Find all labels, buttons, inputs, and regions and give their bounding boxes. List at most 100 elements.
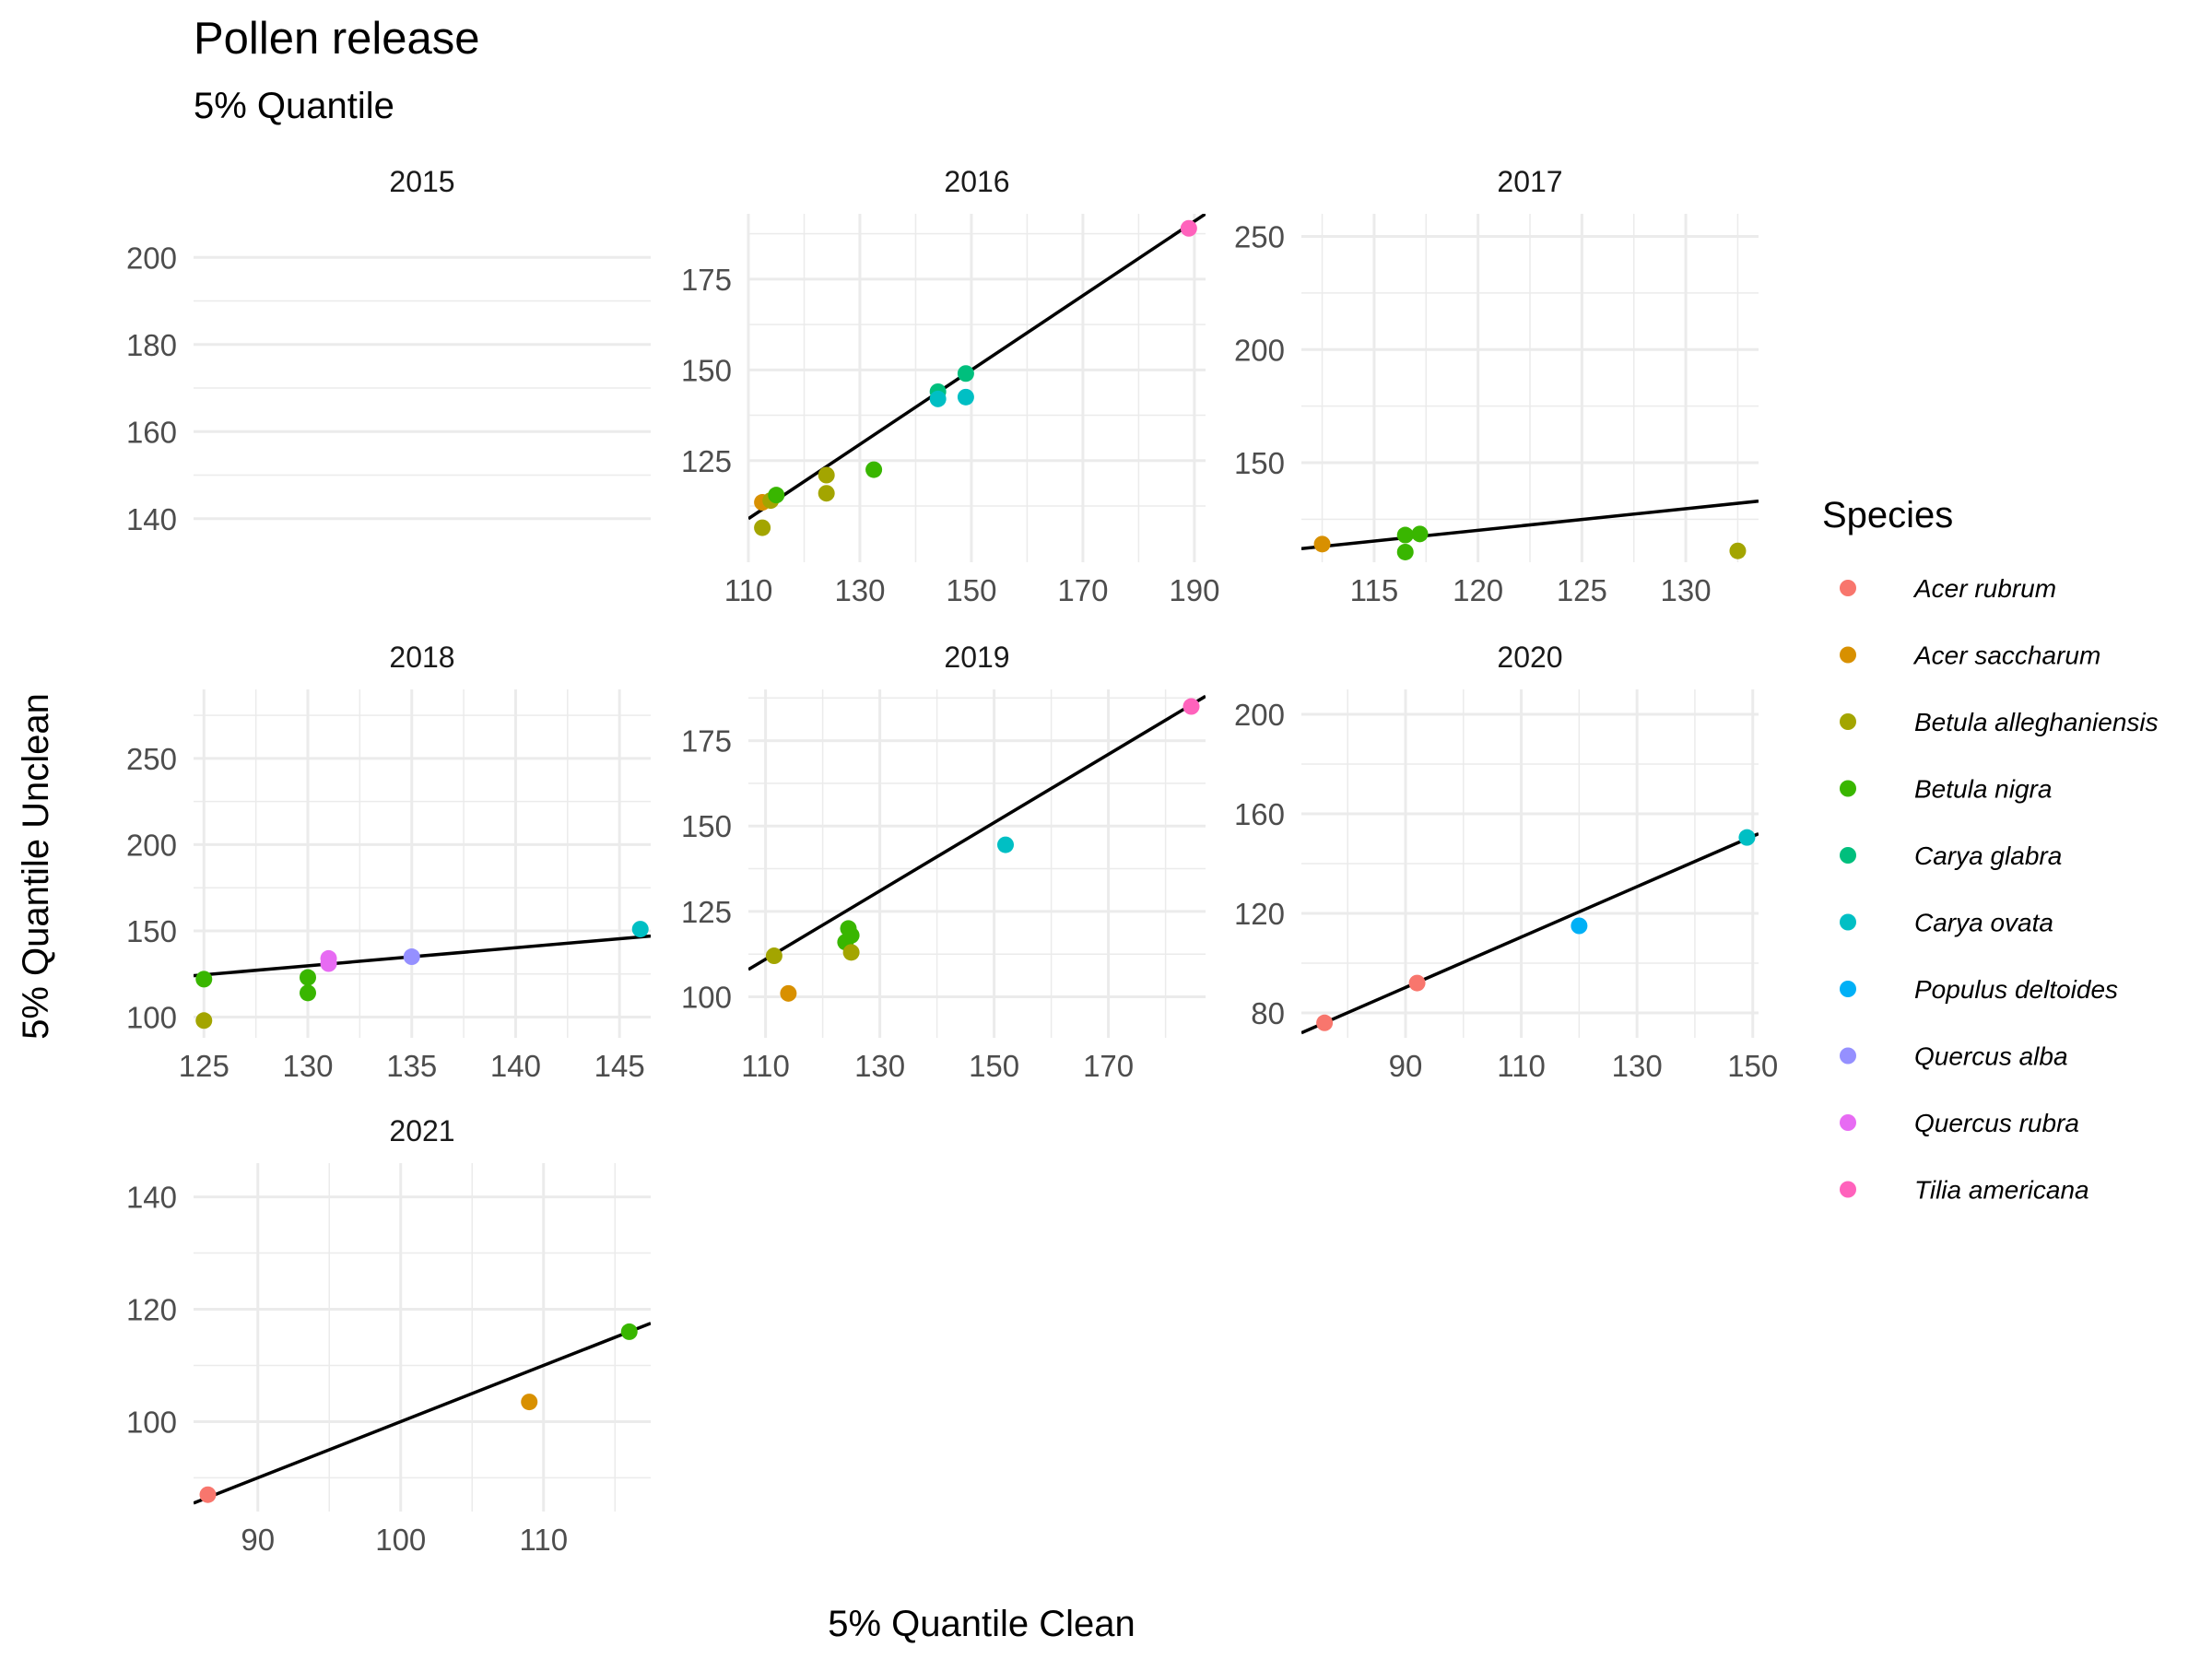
data-point [1180,219,1197,237]
y-tick-label: 140 [126,502,177,536]
data-point [1313,535,1331,553]
legend-label: Betula alleghaniensis [1914,708,2159,736]
legend-swatch [1840,646,1856,664]
legend-entry: Betula nigra [1840,775,2052,804]
regression-line [194,1322,651,1505]
facet-panel-2015: 2015 140 160 180 200 [126,165,651,536]
facet-strip-label: 2018 [389,641,454,674]
facet-strip-label: 2017 [1497,165,1562,198]
data-point [754,519,771,536]
legend-swatch [1840,1181,1856,1198]
y-tick-label: 140 [126,1181,177,1215]
legend-entry: Populus deltoides [1840,975,2118,1004]
legend-entry: Quercus alba [1840,1042,2068,1071]
facet-panel-2017: 2017 150 200 250 115 120 125 130 [1234,165,1759,607]
x-tick-label: 190 [1169,573,1219,607]
data-point [300,984,316,1002]
data-point [997,836,1014,853]
x-tick-label: 150 [946,573,996,607]
x-tick-label: 120 [1453,573,1503,607]
legend-swatch [1840,780,1856,797]
legend-entry: Acer saccharum [1840,641,2100,670]
y-tick-label: 160 [126,415,177,449]
y-tick-label: 250 [1234,220,1285,254]
data-point [957,388,974,406]
regression-line [1301,831,1759,1035]
chart-subtitle: 5% Quantile [194,86,394,126]
data-point [1571,917,1588,935]
y-axis-title: 5% Quantile Unclean [16,693,56,1040]
data-point [1396,526,1414,544]
data-point [195,971,213,988]
y-tick-label: 120 [126,1293,177,1327]
regression-line [1301,499,1759,551]
x-tick-label: 150 [1727,1049,1778,1083]
y-tick-label: 160 [1234,797,1285,831]
x-tick-label: 150 [969,1049,1019,1083]
legend-entry: Acer rubrum [1840,574,2056,603]
y-tick-label: 200 [126,241,177,275]
legend-entry: Carya glabra [1840,841,2062,870]
x-tick-label: 125 [179,1049,229,1083]
y-tick-label: 125 [681,895,732,929]
y-tick-label: 200 [1234,333,1285,367]
data-point [1411,525,1429,543]
y-tick-label: 100 [126,1001,177,1035]
facet-panel-2019: 2019 100 125 150 175 110 130 150 170 [681,641,1206,1083]
legend-label: Quercus alba [1914,1042,2068,1071]
x-tick-label: 130 [834,573,885,607]
legend-entry: Carya ovata [1840,909,2053,937]
facet-panels: 2015 140 160 180 200 2016 125 150 175 110 130 150 17… [126,165,1778,1557]
x-tick-label: 90 [1389,1049,1423,1083]
x-tick-label: 140 [490,1049,541,1083]
legend-label: Acer saccharum [1912,641,2100,670]
legend-swatch [1840,1114,1856,1131]
y-tick-label: 150 [681,353,732,387]
facet-panel-2020: 2020 80 120 160 200 90 110 130 150 [1234,641,1778,1083]
facet-strip-label: 2015 [389,165,454,198]
data-point [818,485,835,502]
x-tick-label: 90 [241,1523,275,1557]
x-tick-label: 110 [741,1049,790,1083]
data-point [320,955,337,972]
legend-entry: Betula alleghaniensis [1840,708,2159,736]
legend-entry: Quercus rubra [1840,1109,2079,1137]
data-point [957,365,974,382]
x-tick-label: 145 [594,1049,645,1083]
legend-label: Betula nigra [1914,775,2052,804]
data-point [842,926,860,944]
data-point [199,1486,217,1503]
data-point [620,1323,638,1340]
x-tick-label: 100 [375,1523,426,1557]
facet-strip-label: 2020 [1497,641,1562,674]
legend-swatch [1840,580,1856,596]
x-tick-label: 170 [1083,1049,1134,1083]
x-axis-title: 5% Quantile Clean [828,1604,1135,1644]
data-point [195,1012,213,1030]
chart-title: Pollen release [194,14,480,64]
y-tick-label: 150 [1234,446,1285,480]
legend-label: Quercus rubra [1914,1109,2079,1137]
data-point [1729,542,1747,559]
legend-label: Acer rubrum [1912,574,2056,603]
data-point [768,487,785,504]
data-point [521,1394,538,1411]
x-tick-label: 110 [1497,1049,1546,1083]
x-tick-label: 130 [282,1049,333,1083]
x-tick-label: 110 [519,1523,568,1557]
legend-label: Carya glabra [1914,841,2062,870]
x-tick-label: 170 [1057,573,1108,607]
y-tick-label: 120 [1234,897,1285,931]
data-point [403,948,420,966]
facet-strip-label: 2016 [944,165,1009,198]
data-point [780,984,797,1002]
legend-swatch [1840,847,1856,864]
y-tick-label: 200 [1234,698,1285,732]
data-point [929,390,947,407]
y-tick-label: 80 [1251,996,1285,1030]
data-point [1738,829,1756,846]
x-tick-label: 130 [854,1049,905,1083]
y-tick-label: 250 [126,742,177,776]
y-tick-label: 180 [126,328,177,362]
